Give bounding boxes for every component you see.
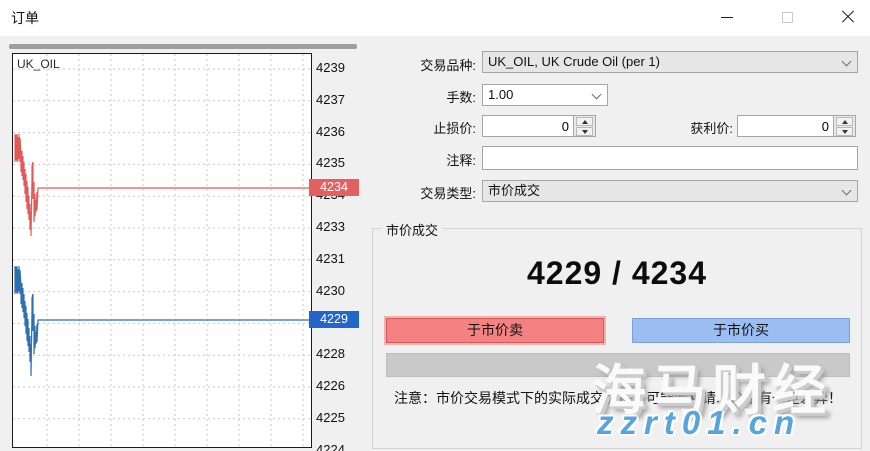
price-axis-label: 4231 (316, 250, 345, 266)
symbol-label: 交易品种: (420, 58, 476, 73)
price-axis-label: 4224 (316, 441, 345, 451)
comment-input[interactable] (482, 146, 858, 170)
window-title: 订单 (11, 10, 39, 26)
execution-note: 注意：市价交易模式下的实际成交价格，可能会和请求价格有一定差异！ (394, 390, 842, 406)
stop-loss-label: 止损价: (433, 121, 476, 136)
price-axis-label: 4236 (316, 123, 345, 139)
price-axis-label: 4233 (316, 219, 345, 234)
market-execution-group: 市价成交 4229 / 4234 于市价卖 于市价买 注意：市价交易模式下的实际… (372, 220, 862, 449)
take-profit-increment-button[interactable] (836, 117, 853, 126)
chevron-down-icon (841, 56, 852, 67)
take-profit-decrement-button[interactable] (836, 127, 853, 136)
take-profit-input[interactable] (737, 115, 834, 137)
chevron-down-icon (841, 185, 852, 196)
order-type-label: 交易类型: (420, 186, 476, 201)
price-axis-label: 4237 (316, 91, 345, 107)
chart-symbol-label: UK_OIL (17, 57, 60, 71)
title-bar: 订单 (0, 0, 870, 36)
arrow-down-icon (841, 129, 848, 134)
sell-by-market-button[interactable]: 于市价卖 (386, 318, 604, 343)
minimize-icon (721, 16, 733, 18)
price-axis-label: 4230 (316, 282, 345, 298)
arrow-down-icon (581, 129, 588, 134)
price-axis-label: 4239 (316, 60, 345, 75)
minimize-button[interactable] (714, 6, 740, 28)
volume-value: 1.00 (488, 87, 514, 102)
price-axis-label: 4235 (316, 155, 345, 171)
volume-label: 手数: (446, 90, 476, 105)
arrow-up-icon (581, 119, 588, 124)
close-button[interactable] (835, 6, 861, 28)
price-axis-label: 4225 (316, 409, 345, 425)
order-type-value: 市价成交 (488, 183, 541, 198)
bid-price-badge: 4229 (309, 311, 359, 328)
chevron-down-icon (591, 89, 602, 100)
arrow-up-icon (841, 119, 848, 124)
chart-top-bar (9, 44, 357, 49)
maximize-button[interactable] (774, 6, 800, 28)
stop-loss-spinner (574, 115, 596, 137)
stop-loss-decrement-button[interactable] (576, 127, 593, 136)
take-profit-spinner (834, 115, 856, 137)
price-axis-label: 4228 (316, 346, 345, 362)
symbol-select[interactable]: UK_OIL, UK Crude Oil (per 1) (482, 51, 858, 73)
tick-chart-panel: UK_OIL 423942374236423542344233423142304… (8, 44, 359, 451)
stop-loss-input[interactable] (482, 115, 574, 137)
symbol-value: UK_OIL, UK Crude Oil (per 1) (488, 54, 660, 69)
take-profit-label: 获利价: (690, 121, 733, 136)
buy-by-market-button[interactable]: 于市价买 (632, 318, 850, 343)
group-title: 市价成交 (381, 220, 444, 239)
price-axis: 4239 4237 4236 4235 4234 4233 4231 4230 4229 4228… (312, 44, 359, 451)
volume-select[interactable]: 1.00 (482, 84, 608, 106)
price-axis-label: 4226 (316, 378, 345, 393)
maximize-icon (781, 11, 793, 23)
execution-progress-bar (386, 353, 850, 377)
comment-label: 注释: (446, 153, 476, 168)
ask-price-badge: 4234 (309, 179, 359, 196)
tick-chart: UK_OIL (12, 53, 312, 448)
close-icon (841, 10, 855, 24)
tick-chart-canvas (13, 54, 311, 447)
bid-ask-price-display: 4229 / 4234 (526, 255, 708, 291)
order-type-select[interactable]: 市价成交 (482, 180, 858, 202)
stop-loss-increment-button[interactable] (576, 117, 593, 126)
